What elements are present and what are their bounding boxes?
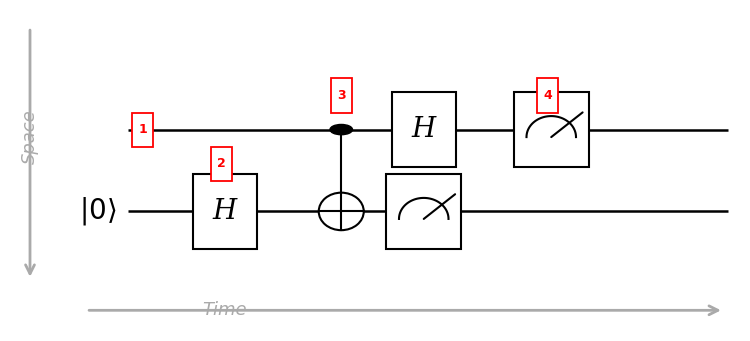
Text: H: H [412, 116, 436, 143]
Bar [514, 92, 589, 167]
Bar [132, 113, 153, 147]
Text: 4: 4 [543, 89, 552, 102]
Text: Time: Time [202, 301, 248, 319]
Circle shape [330, 124, 352, 135]
Bar [194, 174, 256, 249]
Bar [392, 92, 455, 167]
Bar [331, 78, 352, 113]
Text: Space: Space [21, 109, 39, 164]
Bar [211, 147, 232, 181]
Bar [537, 78, 558, 113]
Text: $|0\rangle$: $|0\rangle$ [79, 195, 116, 227]
Text: H: H [213, 198, 237, 225]
Bar [386, 174, 461, 249]
Ellipse shape [319, 193, 364, 230]
Text: 1: 1 [138, 123, 147, 136]
Text: 2: 2 [217, 157, 226, 170]
Text: 3: 3 [337, 89, 346, 102]
